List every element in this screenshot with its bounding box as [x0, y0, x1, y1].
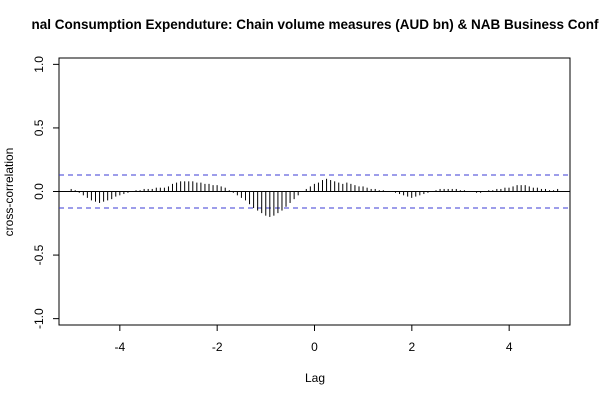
- x-axis-label: Lag: [305, 371, 325, 385]
- y-tick-label: 1.0: [32, 56, 46, 73]
- ccf-bars: [70, 178, 559, 217]
- y-tick-label: -1.0: [32, 308, 46, 329]
- x-tick-label: -2: [212, 340, 223, 354]
- y-axis: -1.0 -0.5 0.0 0.5 1.0: [32, 56, 59, 329]
- y-tick-label: 0.5: [32, 119, 46, 136]
- y-tick-label: 0.0: [32, 183, 46, 200]
- x-tick-label: 2: [408, 340, 415, 354]
- x-tick-label: 4: [506, 340, 513, 354]
- x-axis: -4 -2 0 2 4: [114, 325, 513, 354]
- y-axis-label: cross-correlation: [2, 148, 16, 237]
- y-tick-label: -0.5: [32, 244, 46, 265]
- x-tick-label: 0: [311, 340, 318, 354]
- x-tick-label: -4: [114, 340, 125, 354]
- chart-title: nal Consumption Expenduture: Chain volum…: [31, 17, 599, 32]
